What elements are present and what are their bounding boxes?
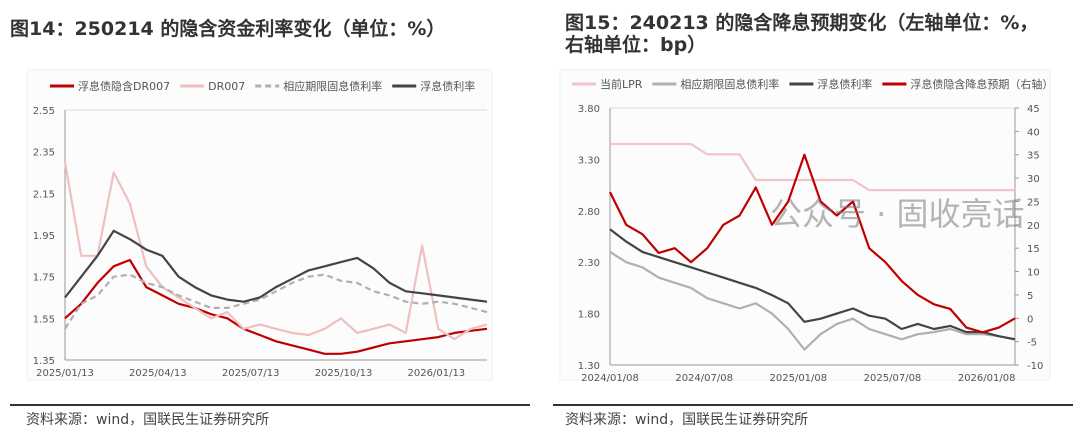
x-tick-label: 2024/07/08 [675,373,733,384]
legend-label-3: 浮息债隐含降息预期（右轴） [910,77,1053,91]
x-tick-label: 2026/01/08 [958,373,1016,384]
y2-tick-label: 5 [1027,291,1033,302]
right-chart-title-line2: 右轴单位：bp） [565,34,707,56]
legend-label-3: 浮息债利率 [420,79,475,93]
y2-tick-label: 25 [1027,197,1040,208]
y-tick-label: 1.30 [578,361,600,372]
series-line-1 [63,161,488,341]
y2-tick-label: 10 [1027,268,1040,279]
y2-tick-label: 15 [1027,244,1040,255]
y2-tick-label: 20 [1027,221,1040,232]
legend-label-1: DR007 [208,80,245,93]
y2-tick-label: -5 [1027,338,1037,349]
y-tick-label: 2.30 [578,258,600,269]
y2-tick-label: 35 [1027,151,1040,162]
legend-label-2: 相应期限固息债利率 [283,79,382,93]
left-chart-title: 图14：250214 的隐含资金利率变化（单位：%） [10,18,446,40]
legend-label-1: 相应期限固息债利率 [680,77,779,91]
y2-tick-label: 0 [1027,314,1033,325]
watermark: 公众号 · 固收亮话 [770,195,1025,233]
y-tick-label: 2.35 [33,148,55,159]
x-tick-label: 2025/04/13 [129,368,187,379]
series-line-2 [64,273,488,330]
y-tick-label: 1.75 [33,273,55,284]
chart-0-background [26,69,493,381]
y-tick-label: 1.35 [33,356,55,367]
left-divider [10,404,530,406]
legend-label-2: 浮息债利率 [817,77,872,91]
x-tick-label: 2025/01/13 [36,368,94,379]
x-tick-label: 2024/01/08 [581,373,639,384]
y2-tick-label: 30 [1027,174,1040,185]
left-source: 资料来源：wind，国联民生证券研究所 [26,412,270,428]
y-tick-label: 1.55 [33,314,55,325]
y-tick-label: 3.80 [578,104,600,115]
y2-tick-label: 40 [1027,127,1040,138]
x-tick-label: 2025/01/08 [770,373,828,384]
legend-label-0: 当前LPR [600,77,643,91]
x-tick-label: 2025/07/08 [864,373,922,384]
y-tick-label: 1.95 [33,231,55,242]
series-line-3 [609,153,1016,334]
series-line-1 [609,250,1016,351]
y-tick-label: 2.55 [33,106,55,117]
y2-tick-label: 45 [1027,104,1040,115]
right-divider [553,404,1073,406]
y-tick-label: 1.80 [578,310,600,321]
y-tick-label: 3.30 [578,155,600,166]
series-line-3 [64,229,488,303]
y-tick-label: 2.80 [578,207,600,218]
x-tick-label: 2025/07/13 [222,368,280,379]
y2-tick-label: -10 [1027,361,1043,372]
series-line-0 [64,258,488,355]
legend-label-0: 浮息债隐含DR007 [78,79,170,93]
series-line-2 [609,228,1016,341]
x-tick-label: 2025/10/13 [315,368,373,379]
x-tick-label: 2026/01/13 [408,368,466,379]
right-chart-title-line1: 图15：240213 的隐含降息预期变化（左轴单位：%， [565,12,1039,34]
right-source: 资料来源：wind，国联民生证券研究所 [565,412,809,428]
y-tick-label: 2.15 [33,189,55,200]
